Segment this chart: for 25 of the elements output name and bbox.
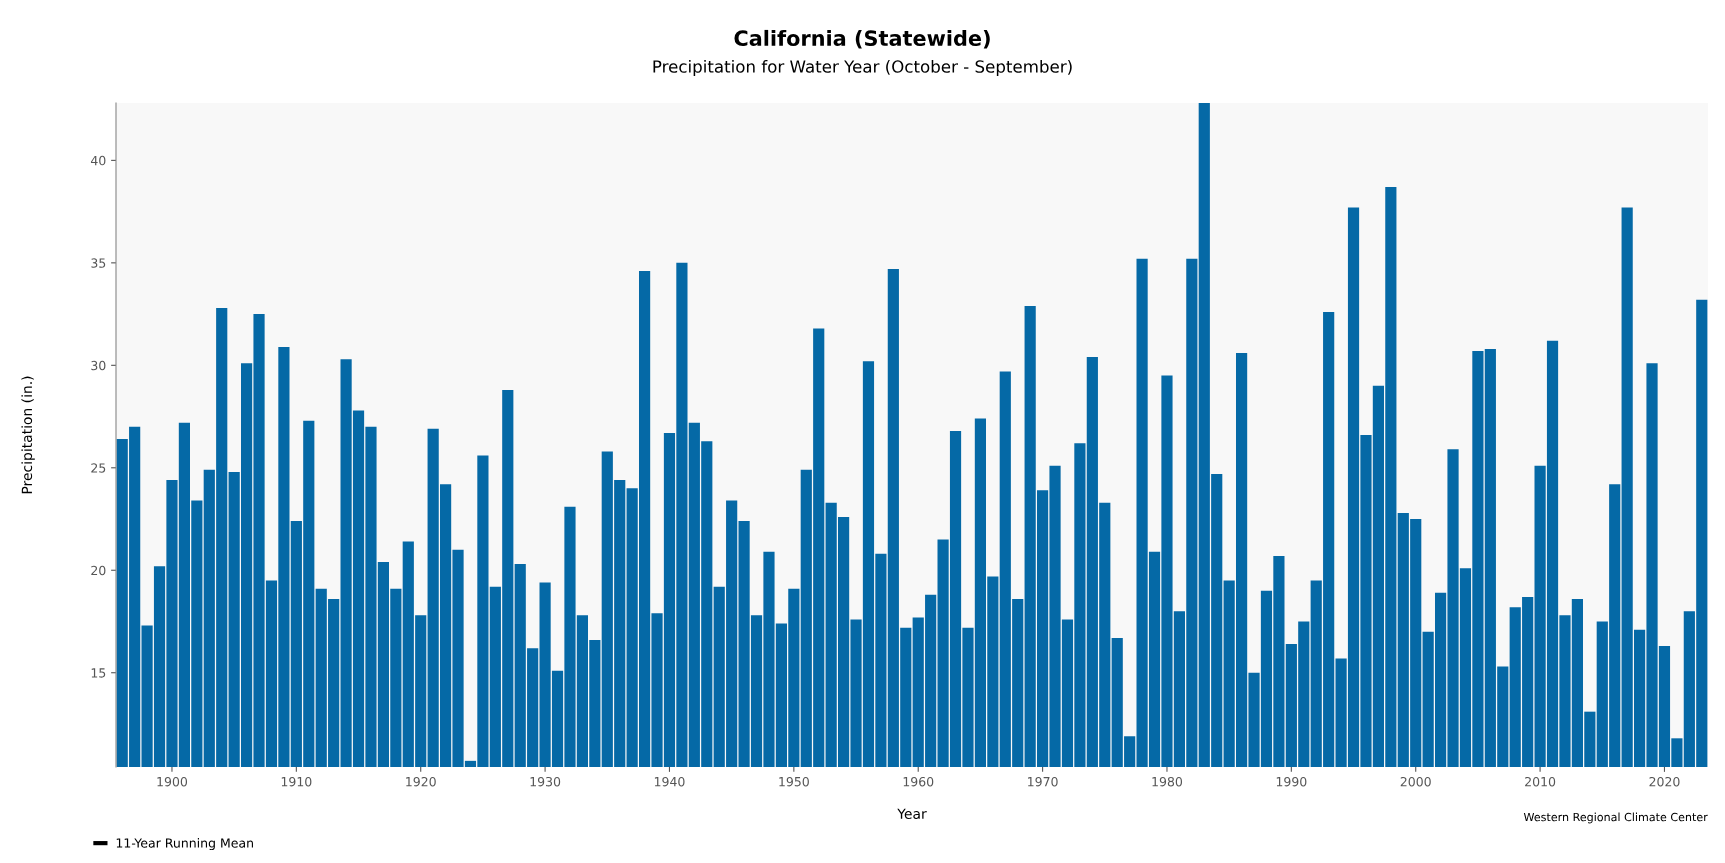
y-axis-title: Precipitation (in.): [21, 376, 35, 494]
x-tick-label: 1900: [157, 776, 188, 787]
y-tick-label: 20: [91, 565, 106, 576]
x-axis-title: Year: [897, 808, 927, 820]
y-tick-label: 25: [91, 463, 106, 473]
y-tick-label: 15: [91, 668, 106, 678]
x-tick-label: 1940: [654, 776, 685, 787]
x-tick-label: 1970: [1028, 776, 1058, 787]
x-tick-label: 1930: [530, 776, 561, 787]
text: Western Regional Climate Center: [1523, 812, 1708, 824]
x-tick-label: 1960: [903, 776, 934, 787]
x-tick-label: 1980: [1152, 776, 1183, 787]
y-tick-label: 40: [90, 155, 106, 166]
x-tick-label: 2020: [1649, 776, 1680, 787]
y-tick-label: 35: [91, 258, 106, 268]
legend-label: 11-Year Running Mean: [116, 838, 253, 851]
x-tick-label: 1950: [779, 776, 809, 787]
x-tick-label: 2010: [1525, 776, 1556, 787]
x-tick-label: 1910: [281, 776, 312, 787]
chart-title: California (Statewide): [734, 29, 990, 49]
y-tick-label: 30: [91, 360, 106, 371]
chart-subtitle: Precipitation for Water Year (October - September): [653, 59, 1072, 77]
x-tick-label: 2000: [1400, 776, 1431, 787]
x-tick-label: 1920: [406, 776, 436, 787]
x-tick-label: 1990: [1276, 776, 1307, 787]
